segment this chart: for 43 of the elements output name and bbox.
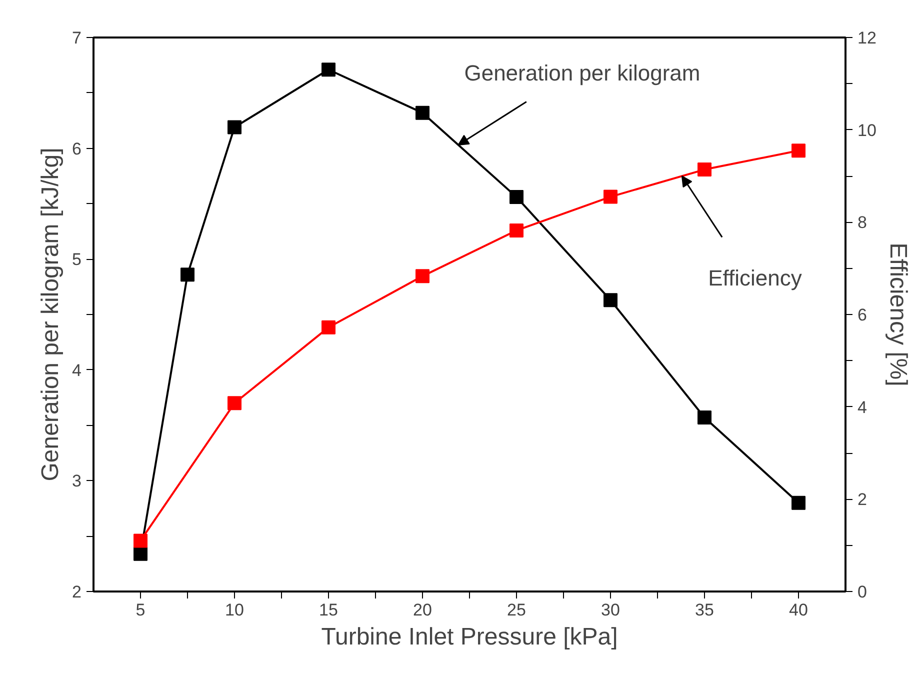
y2-tick-label: 4: [858, 398, 867, 417]
annotation: Efficiency: [708, 266, 802, 290]
y-axis-title: Generation per kilogram [kJ/kg]: [37, 148, 64, 482]
point: [228, 120, 242, 134]
point: [416, 269, 430, 284]
x-tick-label: 35: [695, 600, 714, 620]
point: [180, 268, 194, 282]
y2-tick-label: 8: [858, 213, 867, 232]
x-tick-label: 25: [507, 600, 526, 620]
x-tick-label: 10: [225, 600, 244, 620]
y-tick-label: 3: [72, 472, 82, 491]
x-tick-label: 15: [319, 600, 338, 620]
point: [510, 190, 524, 204]
point: [604, 190, 618, 204]
point: [134, 534, 148, 548]
point: [792, 144, 806, 158]
y-tick-label: 6: [72, 139, 82, 158]
point: [322, 320, 336, 334]
y2-tick-label: 10: [858, 120, 876, 140]
x-tick-label: 20: [413, 600, 432, 620]
point: [322, 62, 336, 77]
x-tick-label: 30: [601, 600, 620, 620]
x-tick-label: 5: [136, 600, 146, 620]
y2-tick-label: 12: [858, 28, 876, 48]
y-tick-label: 4: [72, 360, 82, 380]
y-tick-label: 2: [72, 582, 82, 602]
y2-axis-title: Efficiency [%]: [884, 242, 912, 386]
y2-tick-label: 6: [858, 306, 867, 324]
y-tick-label: 7: [72, 28, 82, 48]
point: [604, 293, 618, 308]
point: [416, 106, 430, 120]
point: [510, 223, 524, 238]
point: [698, 162, 712, 177]
point: [134, 546, 148, 561]
annotation: Generation per kilogram: [464, 60, 700, 86]
y-tick-label: 5: [72, 250, 82, 270]
point: [228, 396, 242, 410]
y2-tick-label: 0: [858, 582, 867, 602]
x-axis-title: Turbine Inlet Pressure [kPa]: [321, 624, 618, 650]
x-tick-label: 40: [789, 600, 808, 620]
point: [792, 496, 806, 510]
y2-tick-label: 2: [858, 490, 867, 510]
point: [698, 410, 712, 425]
